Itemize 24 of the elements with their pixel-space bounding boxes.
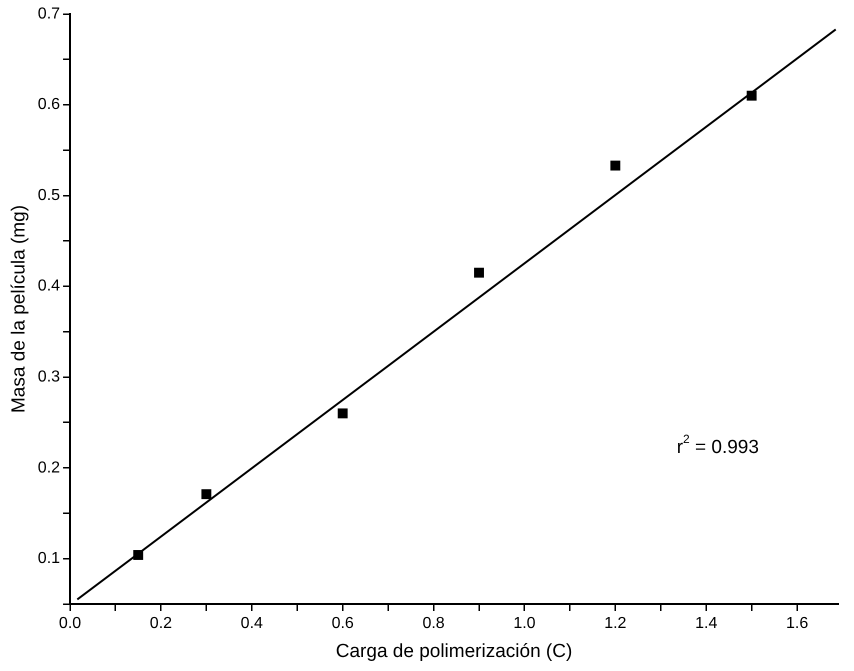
x-tick-label: 1.4 <box>695 615 718 632</box>
point <box>338 408 348 418</box>
point <box>610 160 620 171</box>
x-tick-label: 0.4 <box>240 615 264 632</box>
x-axis-title: Carga de polimerización (C) <box>336 640 572 662</box>
point <box>133 550 144 560</box>
y-tick-label: 0.6 <box>38 96 60 114</box>
y-tick-label: 0.4 <box>38 278 60 295</box>
y-tick-label: 0.5 <box>38 186 60 204</box>
point <box>201 489 212 500</box>
x-tick-label: 0.8 <box>422 615 445 632</box>
x-tick-label: 0.0 <box>58 615 82 632</box>
y-tick-label: 0.2 <box>38 459 60 476</box>
y-tick-label: 0.7 <box>38 5 60 22</box>
x-tick-label: 1.2 <box>604 615 627 632</box>
x-tick-label: 1.0 <box>513 615 536 632</box>
x-tick-label: 0.6 <box>332 615 354 632</box>
x-tick-label: 0.2 <box>150 615 172 632</box>
point <box>746 90 757 101</box>
y-tick-label: 0.1 <box>38 550 60 568</box>
y-tick-label: 0.3 <box>38 368 60 386</box>
y-axis-title: Masa de la película (mg) <box>8 204 30 414</box>
point <box>474 268 484 278</box>
x-tick-label: 1.6 <box>786 615 808 632</box>
